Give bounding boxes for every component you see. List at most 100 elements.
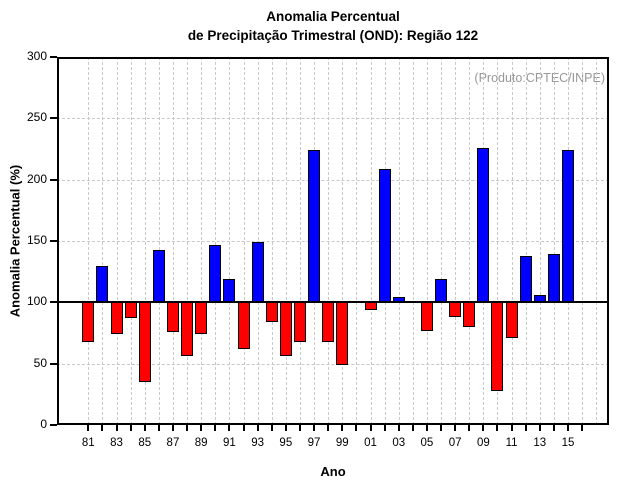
y-tick-label: 50 — [33, 355, 47, 370]
x-tick-label: 81 — [81, 437, 95, 449]
bar-02 — [378, 168, 391, 303]
x-tick-label: 93 — [251, 437, 264, 449]
x-tick — [270, 425, 273, 431]
chart-title-line1: Anomalia Percentual — [266, 9, 400, 24]
x-tick-label: 95 — [279, 437, 293, 449]
bar-03 — [392, 297, 405, 303]
x-tick-label: 03 — [392, 437, 406, 449]
bar-82 — [96, 265, 109, 303]
bar-95 — [279, 302, 292, 357]
y-axis-label: Anomalia Percentual (%) — [7, 164, 23, 318]
y-tick-label: 150 — [26, 233, 47, 247]
x-tick-label: 07 — [448, 437, 462, 449]
y-tick — [50, 178, 57, 181]
bar-96 — [293, 302, 306, 342]
x-tick — [440, 425, 443, 431]
bar-98 — [322, 302, 335, 342]
bar-90 — [209, 244, 222, 303]
bar-15 — [562, 150, 575, 303]
x-tick — [355, 425, 358, 431]
x-tick — [101, 425, 104, 431]
bar-87 — [166, 302, 179, 332]
x-tick — [143, 425, 146, 431]
x-tick — [313, 425, 316, 431]
horizontal-gridline — [57, 118, 609, 120]
x-tick — [567, 425, 570, 431]
y-tick — [50, 117, 57, 120]
y-tick — [50, 301, 57, 304]
x-tick — [186, 425, 189, 431]
bar-83 — [110, 302, 123, 335]
bar-11 — [505, 302, 518, 338]
x-tick — [171, 425, 174, 431]
bar-85 — [138, 302, 151, 383]
x-tick — [214, 425, 217, 431]
x-tick — [397, 425, 400, 431]
x-tick-label: 11 — [505, 437, 518, 449]
chart-title: Anomalia Percentual de Precipitação Trim… — [57, 7, 609, 45]
horizontal-gridline — [57, 179, 609, 181]
x-tick-label: 99 — [335, 437, 349, 449]
bar-10 — [491, 302, 504, 391]
x-tick — [425, 425, 428, 431]
y-tick-label: 200 — [26, 171, 47, 186]
x-tick — [524, 425, 527, 431]
y-tick-label: 300 — [26, 49, 47, 63]
plot-area: (Produto:CPTEC/INPE) 81 83 85 87 89 91 93 95 97 9… — [27, 49, 609, 449]
product-annotation: (Produto:CPTEC/INPE) — [474, 71, 605, 85]
bar-06 — [435, 279, 448, 303]
x-tick-label: 15 — [561, 437, 575, 449]
x-tick-label: 89 — [194, 437, 208, 449]
bar-07 — [449, 302, 462, 318]
x-tick-label: 05 — [420, 437, 434, 449]
y-tick — [50, 424, 57, 426]
x-tick — [129, 425, 132, 431]
x-tick — [454, 425, 457, 431]
bar-88 — [181, 302, 194, 357]
x-tick-label: 83 — [110, 437, 123, 449]
x-tick — [538, 425, 541, 431]
x-tick-label: 09 — [476, 437, 490, 449]
x-tick — [581, 425, 584, 431]
x-tick — [468, 425, 471, 431]
bar-89 — [195, 302, 208, 335]
x-tick — [552, 425, 555, 431]
x-tick — [298, 425, 301, 431]
horizontal-gridline — [57, 241, 609, 242]
x-tick — [341, 425, 344, 431]
x-axis-label: Ano — [320, 464, 346, 479]
horizontal-gridline — [57, 363, 609, 365]
y-tick — [50, 362, 57, 365]
bar-93 — [251, 242, 264, 303]
x-tick-label: 01 — [364, 437, 377, 449]
bar-99 — [336, 302, 349, 365]
bar-92 — [237, 302, 250, 349]
x-tick-label: 91 — [222, 437, 236, 449]
x-tick-label: 87 — [166, 437, 180, 449]
bar-05 — [420, 302, 433, 331]
x-tick — [115, 425, 118, 431]
bar-01 — [364, 302, 377, 310]
bar-84 — [124, 302, 137, 319]
x-tick — [510, 425, 513, 431]
x-tick-label: 97 — [307, 437, 321, 449]
y-tick — [50, 56, 57, 58]
x-tick — [87, 425, 90, 431]
x-tick — [327, 425, 330, 431]
x-tick-label: 85 — [138, 437, 152, 449]
x-tick — [496, 425, 499, 431]
x-tick — [482, 425, 485, 431]
bar-81 — [82, 302, 95, 342]
bar-13 — [533, 294, 546, 303]
y-tick-label: 250 — [26, 110, 47, 125]
y-tick-label: 0 — [40, 417, 47, 431]
bar-08 — [463, 302, 476, 327]
x-tick — [157, 425, 160, 431]
x-tick — [242, 425, 245, 431]
y-tick — [50, 240, 57, 242]
x-tick — [369, 425, 372, 431]
x-tick-label: 13 — [533, 437, 547, 449]
x-tick — [383, 425, 386, 431]
x-tick — [284, 425, 287, 431]
